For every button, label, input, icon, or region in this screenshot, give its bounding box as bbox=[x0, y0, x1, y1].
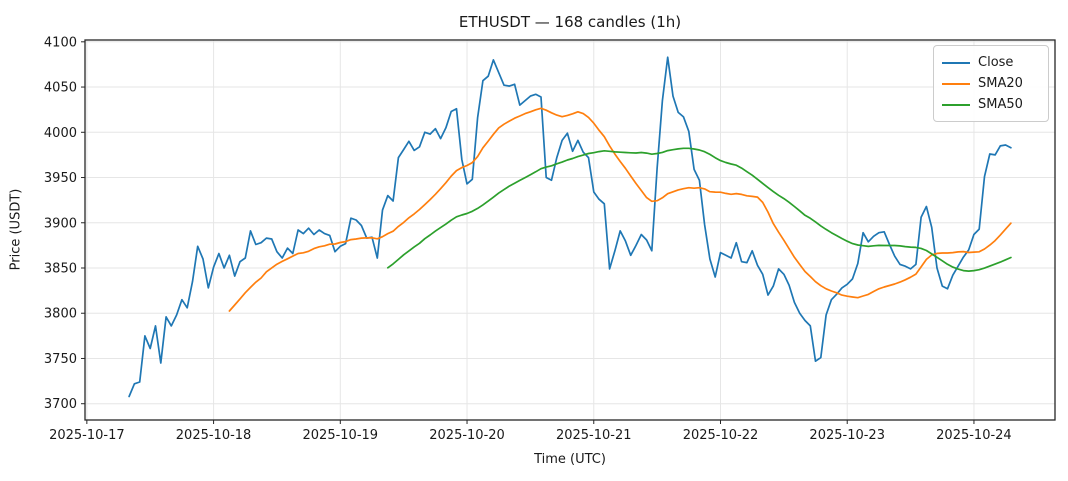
x-tick-label: 2025-10-20 bbox=[429, 428, 505, 443]
sma50-line-swatch bbox=[942, 103, 970, 106]
gridlines bbox=[85, 40, 1055, 420]
y-tick-label: 3800 bbox=[44, 307, 77, 322]
y-tick-label: 3900 bbox=[44, 216, 77, 231]
legend: Close SMA20 SMA50 bbox=[933, 45, 1049, 122]
legend-item-sma50: SMA50 bbox=[942, 94, 1048, 115]
sma50-line bbox=[386, 147, 1012, 272]
tick-marks bbox=[81, 41, 975, 424]
sma20-line-swatch bbox=[942, 82, 970, 85]
y-tick-label: 3850 bbox=[44, 262, 77, 277]
x-tick-label: 2025-10-19 bbox=[303, 428, 379, 443]
x-tick-label: 2025-10-24 bbox=[936, 428, 1012, 443]
close-line bbox=[128, 56, 1012, 398]
y-tick-label: 3950 bbox=[44, 171, 77, 186]
y-tick-label: 4050 bbox=[44, 81, 77, 96]
legend-label-close: Close bbox=[978, 55, 1014, 70]
sma20-line bbox=[228, 107, 1012, 312]
y-tick-label: 3700 bbox=[44, 397, 77, 412]
x-tick-label: 2025-10-17 bbox=[49, 428, 125, 443]
x-axis-label: Time (UTC) bbox=[534, 452, 606, 467]
legend-item-close: Close bbox=[942, 52, 1048, 73]
x-tick-label: 2025-10-21 bbox=[556, 428, 632, 443]
y-tick-label: 4000 bbox=[44, 126, 77, 141]
tick-labels: 3700 3750 3800 3850 3900 3950 4000 4050 4100 2025… bbox=[44, 35, 1012, 443]
legend-label-sma20: SMA20 bbox=[978, 76, 1023, 91]
y-tick-label: 3750 bbox=[44, 352, 77, 367]
x-tick-label: 2025-10-22 bbox=[683, 428, 759, 443]
close-line-swatch bbox=[942, 61, 970, 64]
y-tick-label: 4100 bbox=[44, 35, 77, 50]
x-tick-label: 2025-10-23 bbox=[809, 428, 885, 443]
chart-title: ETHUSDT — 168 candles (1h) bbox=[458, 13, 682, 31]
x-tick-label: 2025-10-18 bbox=[176, 428, 252, 443]
y-axis-label: Price (USDT) bbox=[8, 188, 24, 271]
plot-border bbox=[84, 39, 1056, 421]
legend-label-sma50: SMA50 bbox=[978, 97, 1023, 112]
legend-item-sma20: SMA20 bbox=[942, 73, 1048, 94]
